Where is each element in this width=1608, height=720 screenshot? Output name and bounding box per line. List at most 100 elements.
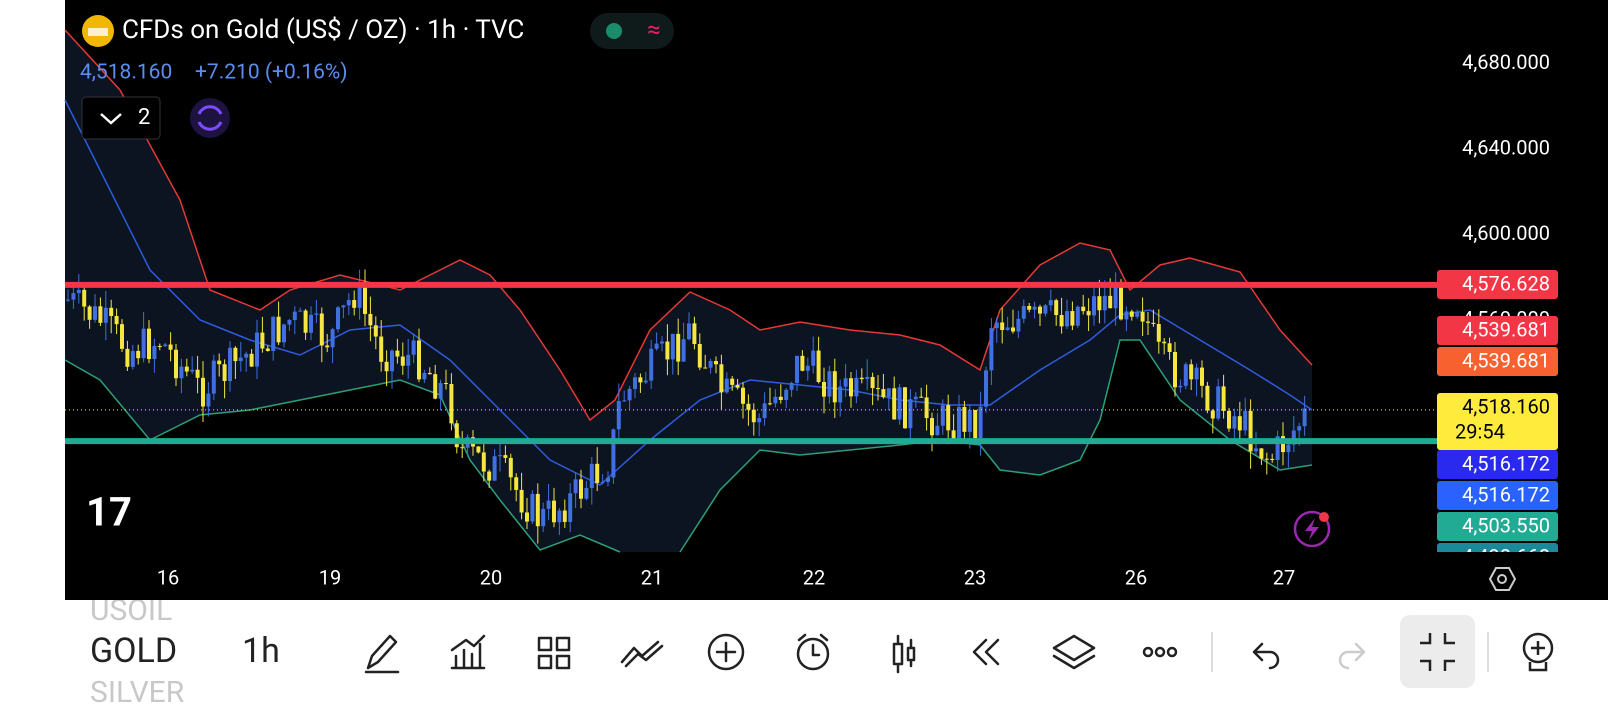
candle-body: [881, 389, 886, 397]
candle-body: [773, 396, 778, 404]
candle-body: [309, 314, 313, 333]
candle-body: [535, 493, 540, 527]
candle-body: [741, 387, 745, 404]
candle-body: [859, 377, 864, 380]
candle-body: [1156, 324, 1161, 342]
candle-body: [206, 393, 211, 407]
draw-tool[interactable]: [364, 634, 400, 674]
more-dot[interactable]: [1142, 646, 1154, 658]
layout-tool[interactable]: [537, 636, 571, 670]
levels: [65, 281, 1437, 445]
last-price: 4,518.160: [80, 61, 172, 85]
watch-symbol-active[interactable]: GOLD: [90, 631, 177, 671]
candle-body: [265, 348, 270, 351]
candle-body: [865, 376, 870, 380]
candle-body: [341, 305, 346, 308]
candle-body: [395, 350, 400, 357]
x-tick-label: 20: [480, 565, 502, 589]
candle-body: [276, 316, 281, 343]
candle-body: [71, 293, 76, 300]
candle-body: [325, 345, 330, 348]
candle-body: [76, 289, 81, 294]
plot-area: [64, 29, 1313, 553]
fullscreen-button[interactable]: [1400, 615, 1475, 688]
candle-body: [400, 356, 405, 366]
candle-body: [314, 313, 319, 315]
candle-body: [130, 350, 135, 367]
candle-body: [703, 367, 708, 369]
candle-body: [568, 493, 573, 522]
layers-tool[interactable]: [1052, 634, 1096, 670]
price-badge-label: 4,576.628: [1462, 271, 1550, 295]
candle-body: [681, 339, 686, 362]
candle-body: [746, 403, 751, 410]
undo[interactable]: [1252, 642, 1280, 670]
candle-body: [66, 299, 70, 301]
candle-body: [249, 353, 254, 367]
candle-body: [660, 341, 664, 344]
badge-group: 4,576.628 4,539.681 4,539.681 4,518.16029:5…: [1437, 270, 1558, 568]
indicator-toggle[interactable]: [81, 96, 161, 140]
market-status: [606, 23, 622, 39]
price-badge-label: 4,518.160: [1462, 394, 1550, 418]
watch-symbol[interactable]: USOIL: [90, 593, 172, 628]
candle-body: [951, 430, 956, 439]
candle-body: [589, 463, 594, 489]
candle-body: [454, 423, 459, 448]
candle-body: [1286, 444, 1291, 453]
candle-body: [282, 324, 286, 343]
indicators-tool[interactable]: [450, 634, 486, 670]
candle-body: [719, 364, 724, 393]
patterns-tool[interactable]: [620, 640, 664, 668]
candle-body: [843, 378, 848, 387]
candle-body: [1205, 385, 1210, 411]
candle-body: [346, 299, 351, 306]
add-tool[interactable]: [707, 633, 745, 671]
add-chart[interactable]: [1522, 632, 1554, 664]
interval[interactable]: 1h: [242, 631, 280, 671]
candle-body: [1200, 367, 1204, 386]
candle-body: [611, 429, 616, 478]
replay-tool[interactable]: [972, 638, 1000, 666]
time-axis: 16 19 20 21 22 23 26 27: [157, 565, 1295, 589]
candle-body: [1048, 300, 1053, 306]
watch-symbol[interactable]: SILVER: [90, 675, 184, 710]
candle-body: [1011, 327, 1015, 332]
sync-button[interactable]: [190, 98, 230, 138]
candle-body: [606, 477, 610, 482]
candle-body: [1129, 311, 1134, 317]
candle-body: [978, 406, 983, 438]
candle-body: [832, 371, 837, 403]
candle-body: [271, 316, 276, 351]
candle-body: [984, 370, 988, 407]
candle-body: [1291, 430, 1296, 445]
candle-body: [363, 285, 367, 314]
candle-body: [1059, 315, 1064, 327]
price-badge-label: 4,539.681: [1462, 317, 1550, 341]
candle-body: [141, 328, 146, 359]
x-tick-label: 26: [1125, 565, 1147, 589]
candle-body: [201, 377, 205, 407]
candle-body: [762, 403, 767, 418]
settings-icon[interactable]: [1488, 567, 1517, 591]
alert-button[interactable]: [1293, 510, 1331, 548]
candle-body: [82, 289, 87, 307]
candle-body: [1243, 410, 1248, 431]
alarm-tool[interactable]: [796, 637, 830, 671]
candle-body: [1162, 341, 1167, 344]
candle-body: [768, 403, 772, 405]
redo[interactable]: [1338, 642, 1366, 670]
candle-body: [903, 387, 907, 429]
chevron: [100, 113, 122, 125]
candle-body: [924, 397, 929, 419]
candle-body: [174, 349, 178, 379]
tv-logo: 17: [86, 489, 132, 536]
candle-body: [1135, 311, 1140, 317]
chart-type-tool[interactable]: [892, 634, 916, 674]
price-badge-label: 4,498.668: [1462, 544, 1550, 568]
price-change: +7.210 (+0.16%): [195, 61, 348, 85]
x-tick-label: 22: [803, 565, 825, 589]
candle-body: [1194, 367, 1199, 380]
candle-body: [930, 418, 934, 436]
